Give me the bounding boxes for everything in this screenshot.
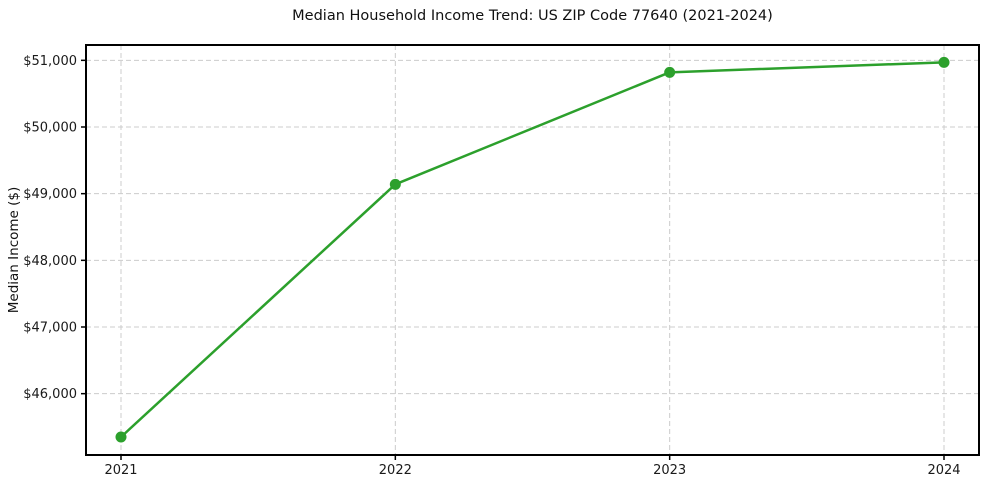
y-tick-label: $47,000 xyxy=(23,321,77,336)
y-tick-label: $46,000 xyxy=(23,387,77,402)
trend-line xyxy=(119,61,946,439)
x-tick-label: 2022 xyxy=(379,463,412,478)
x-tick-label: 2021 xyxy=(104,463,137,478)
data-point xyxy=(664,66,676,78)
y-tick-label: $51,000 xyxy=(23,54,77,69)
chart-title: Median Household Income Trend: US ZIP Co… xyxy=(292,8,773,24)
x-tick-label: 2024 xyxy=(927,463,960,478)
data-point xyxy=(115,431,127,443)
axes-spines xyxy=(85,44,980,456)
data-point xyxy=(389,178,401,190)
y-tick-label: $49,000 xyxy=(23,187,77,202)
y-tick-label: $50,000 xyxy=(23,121,77,136)
y-tick-label: $48,000 xyxy=(23,254,77,269)
data-point xyxy=(938,56,950,68)
y-axis-label: Median Income ($) xyxy=(6,186,22,314)
x-tick-label: 2023 xyxy=(653,463,686,478)
